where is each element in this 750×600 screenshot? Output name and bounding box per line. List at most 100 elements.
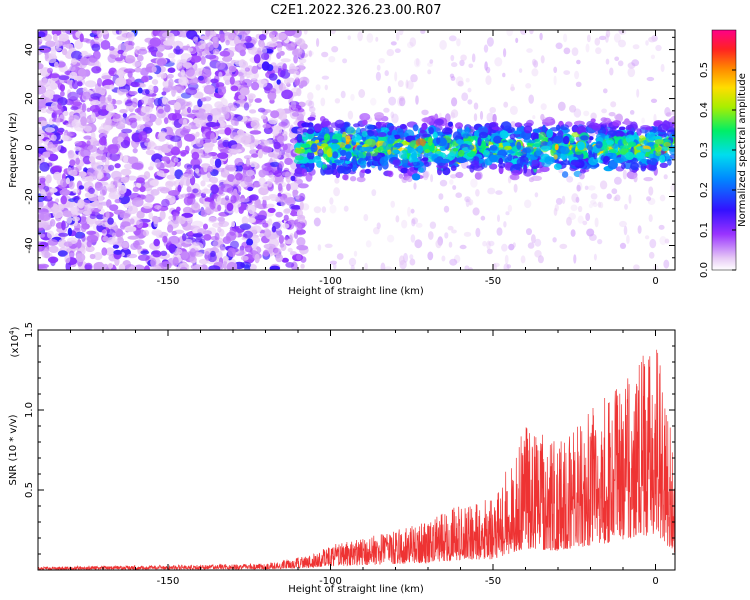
heatmap-cell: [339, 149, 347, 157]
heatmap-cell: [72, 188, 80, 194]
heatmap-cell: [553, 75, 557, 86]
heatmap-cell: [38, 31, 46, 38]
colorbar-tick-label: 0.1: [699, 222, 710, 238]
heatmap-cell: [365, 138, 376, 148]
heatmap-cell: [555, 197, 563, 205]
heatmap-cell: [407, 206, 411, 217]
heatmap-cell: [143, 265, 151, 270]
heatmap-cell: [260, 115, 267, 120]
heatmap-cell: [529, 30, 534, 35]
heatmap-cell: [298, 192, 306, 202]
heatmap-cell: [322, 118, 330, 127]
heatmap-cell: [345, 135, 351, 143]
heatmap-cell: [212, 240, 224, 248]
heatmap-cell: [66, 215, 73, 224]
heatmap-cell: [234, 157, 243, 166]
heatmap-cell: [566, 176, 574, 183]
heatmap-cell: [208, 216, 218, 223]
heatmap-cell: [267, 90, 277, 101]
heatmap-cell: [235, 100, 247, 104]
heatmap-cell: [584, 185, 589, 190]
heatmap-cell: [619, 145, 631, 149]
heatmap-cell: [295, 223, 302, 230]
heatmap-cell: [570, 161, 581, 167]
heatmap-cell: [86, 117, 94, 124]
heatmap-cell: [93, 38, 104, 43]
heatmap-cell: [333, 263, 337, 270]
heatmap-cell: [80, 116, 87, 127]
heatmap-cell: [132, 61, 141, 67]
heatmap-cell: [138, 131, 148, 141]
heatmap-cell: [307, 92, 314, 101]
heatmap-cell: [498, 157, 504, 165]
heatmap-cell: [467, 144, 475, 150]
heatmap-cell: [225, 164, 237, 171]
heatmap-cell: [217, 204, 222, 212]
heatmap-cell: [279, 50, 285, 56]
heatmap-cell: [95, 87, 106, 96]
heatmap-cell: [232, 188, 238, 197]
heatmap-cell: [489, 154, 498, 163]
snr-x-ticks: -150 -100 -50 0: [37, 330, 659, 587]
heatmap-cell: [185, 67, 195, 77]
heatmap-cell: [251, 81, 260, 91]
heatmap-cell: [195, 138, 204, 148]
heatmap-cell: [553, 207, 558, 216]
heatmap-cell: [390, 200, 396, 208]
heatmap-cell: [274, 170, 282, 178]
heatmap-cell: [542, 118, 553, 123]
heatmap-cell: [154, 158, 161, 168]
heatmap-cell: [505, 211, 510, 216]
heatmap-cell: [506, 139, 514, 143]
heatmap-cell: [350, 176, 357, 182]
heatmap-cell: [207, 114, 213, 122]
heatmap-cell: [45, 40, 56, 48]
heatmap-cell: [203, 223, 208, 230]
heatmap-cell: [86, 140, 91, 146]
heatmap-cell: [590, 118, 596, 123]
heatmap-cell: [654, 139, 664, 145]
heatmap-cell: [189, 248, 197, 258]
heatmap-cell: [646, 196, 652, 202]
heatmap-cell: [230, 240, 239, 249]
heatmap-cell: [417, 145, 424, 154]
heatmap-cell: [117, 181, 122, 188]
heatmap-cell: [141, 75, 149, 83]
heatmap-cell: [261, 61, 270, 71]
heatmap-cell: [262, 222, 269, 228]
heatmap-cell: [65, 43, 74, 49]
heatmap-cell: [412, 124, 419, 132]
heatmap-cell: [605, 58, 610, 65]
heatmap-cell: [127, 205, 138, 215]
heatmap-cell: [50, 218, 56, 227]
heatmap-cell: [579, 168, 586, 174]
heatmap-cell: [669, 145, 675, 156]
heatmap-cell: [398, 150, 408, 160]
heatmap-cell: [77, 81, 83, 87]
heatmap-cell: [253, 54, 261, 64]
heatmap-cell: [292, 189, 299, 195]
heatmap-cell: [367, 130, 375, 137]
heatmap-cell: [409, 166, 415, 172]
heatmap-cell: [80, 57, 89, 65]
heatmap-cell: [410, 74, 418, 83]
heatmap-cell: [244, 244, 253, 253]
heatmap-cell: [284, 30, 296, 37]
heatmap-cell: [329, 204, 337, 214]
heatmap-cell: [588, 122, 599, 129]
heatmap-cell: [132, 186, 140, 192]
heatmap-cell: [69, 206, 80, 213]
heatmap-cell: [452, 185, 457, 190]
heatmap-cell: [75, 253, 86, 263]
heatmap-cell: [254, 253, 260, 264]
heatmap-cell: [62, 110, 69, 116]
heatmap-cell: [384, 70, 389, 77]
heatmap-cell: [429, 59, 434, 64]
heatmap-cell: [156, 58, 167, 67]
heatmap-cell: [586, 228, 595, 237]
heatmap-cell: [499, 125, 505, 130]
heatmap-x-tick-label: -50: [485, 276, 501, 287]
heatmap-cell: [238, 31, 248, 42]
heatmap-cell: [359, 113, 371, 121]
heatmap-cell: [364, 124, 375, 131]
